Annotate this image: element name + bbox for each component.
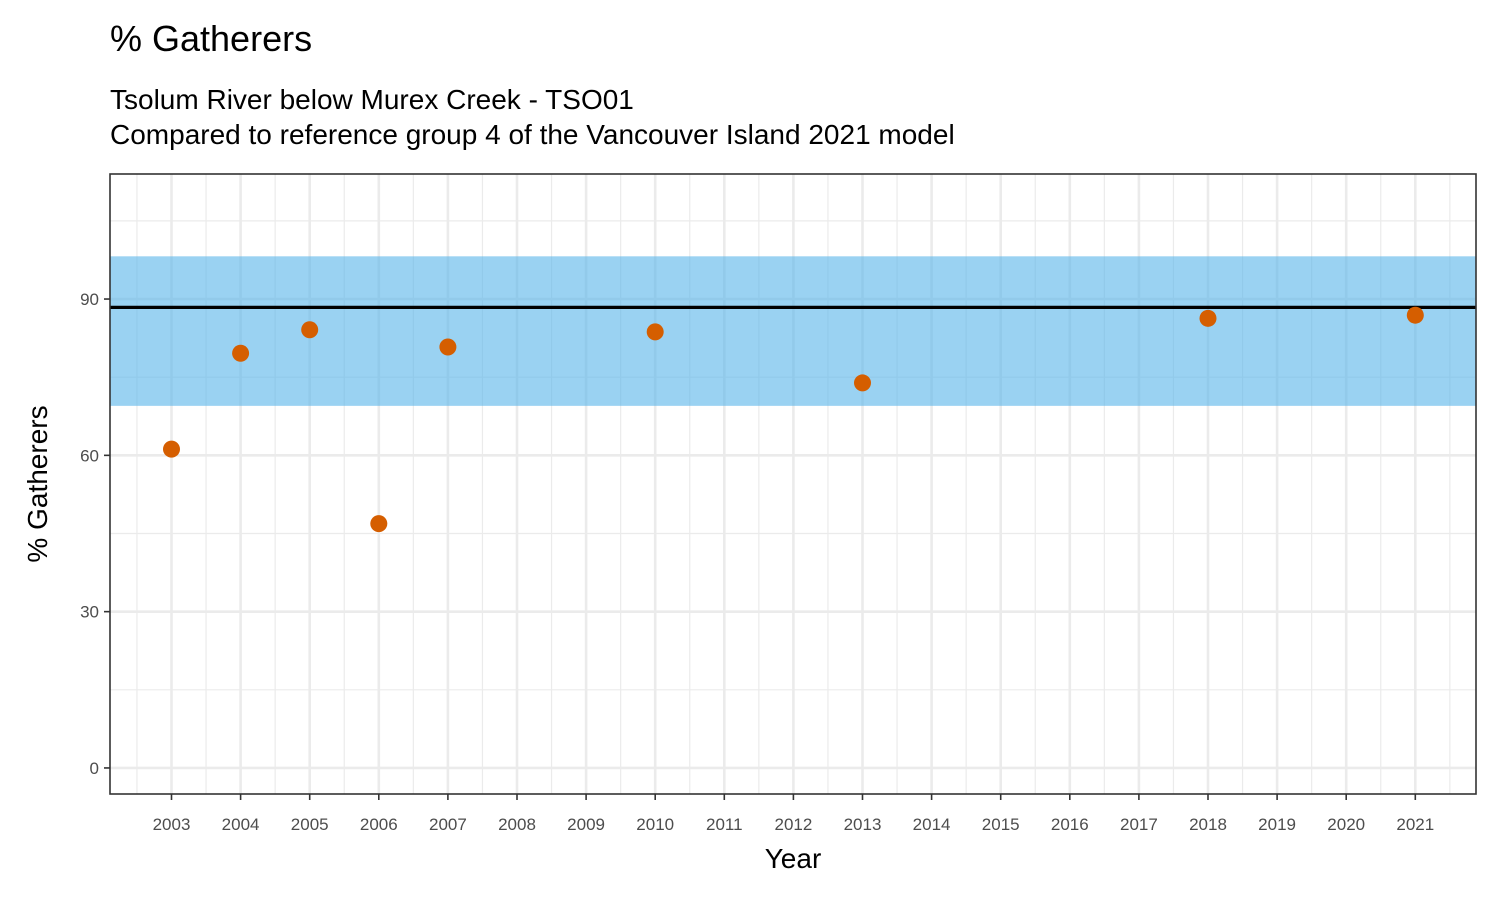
x-tick-label: 2016 (1051, 815, 1089, 834)
x-tick-label: 2003 (153, 815, 191, 834)
y-axis-title: % Gatherers (22, 405, 53, 562)
data-point-2010 (646, 323, 664, 341)
x-tick-label: 2007 (429, 815, 467, 834)
y-tick-label: 60 (80, 446, 99, 465)
subtitle-line-site: Tsolum River below Murex Creek - TSO01 (110, 84, 634, 115)
subtitle-line-model: Compared to reference group 4 of the Van… (110, 119, 955, 150)
x-tick-label: 2019 (1258, 815, 1296, 834)
x-axis-title: Year (765, 843, 822, 874)
x-tick-label: 2015 (982, 815, 1020, 834)
x-tick-label: 2013 (844, 815, 882, 834)
data-point-2005 (301, 321, 319, 339)
y-tick-label: 0 (90, 759, 99, 778)
x-tick-label: 2006 (360, 815, 398, 834)
x-tick-label: 2020 (1327, 815, 1365, 834)
x-tick-label: 2010 (636, 815, 674, 834)
x-tick-label: 2017 (1120, 815, 1158, 834)
data-point-2006 (370, 515, 388, 533)
reference-band (110, 256, 1476, 406)
data-point-2007 (439, 338, 457, 356)
chart-title: % Gatherers (110, 18, 313, 59)
data-point-2003 (163, 440, 180, 458)
y-tick-label: 30 (80, 603, 99, 622)
data-point-2021 (1406, 306, 1424, 324)
x-tick-label: 2021 (1396, 815, 1434, 834)
x-tick-label: 2018 (1189, 815, 1227, 834)
data-point-2018 (1199, 309, 1217, 327)
x-tick-label: 2012 (774, 815, 812, 834)
data-point-2013 (854, 374, 871, 392)
x-tick-label: 2011 (706, 815, 743, 834)
chart-subtitle: Tsolum River below Murex Creek - TSO01 C… (110, 82, 955, 152)
x-tick-label: 2009 (567, 815, 605, 834)
x-tick-label: 2005 (291, 815, 329, 834)
y-tick-label: 90 (80, 290, 99, 309)
data-point-2004 (232, 344, 250, 362)
x-tick-label: 2008 (498, 815, 536, 834)
x-tick-label: 2014 (913, 815, 951, 834)
x-tick-label: 2004 (222, 815, 260, 834)
